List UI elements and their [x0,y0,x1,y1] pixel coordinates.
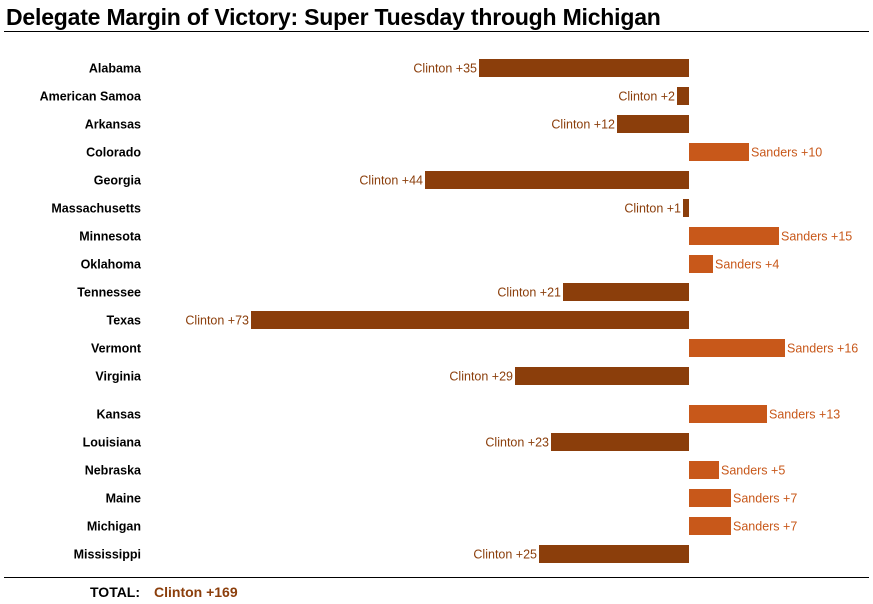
bar-tennessee [563,283,689,301]
bar-oklahoma [689,255,713,273]
bar-michigan [689,517,731,535]
state-label-massachusetts: Massachusetts [51,202,141,216]
state-label-kansas: Kansas [97,408,142,422]
data-label-mississippi: Clinton +25 [473,548,537,562]
state-label-alabama: Alabama [89,62,142,76]
bar-massachusetts [683,199,689,217]
state-label-tennessee: Tennessee [77,286,141,300]
data-label-georgia: Clinton +44 [359,174,423,188]
data-label-texas: Clinton +73 [185,314,249,328]
bar-maine [689,489,731,507]
bar-nebraska [689,461,719,479]
state-label-minnesota: Minnesota [79,230,142,244]
chart-title: Delegate Margin of Victory: Super Tuesda… [6,4,661,30]
bar-louisiana [551,433,689,451]
bar-minnesota [689,227,779,245]
state-label-nebraska: Nebraska [85,464,142,478]
total-divider [4,577,869,578]
bar-arkansas [617,115,689,133]
state-label-virginia: Virginia [95,370,142,384]
bar-mississippi [539,545,689,563]
state-label-american-samoa: American Samoa [40,90,142,104]
state-label-louisiana: Louisiana [83,436,142,450]
data-label-oklahoma: Sanders +4 [715,258,779,272]
bar-colorado [689,143,749,161]
data-label-alabama: Clinton +35 [413,62,477,76]
bar-chart: Alabama Clinton +35 American Samoa Clinton … [40,59,858,563]
state-label-colorado: Colorado [86,146,141,160]
state-label-georgia: Georgia [94,174,142,188]
data-label-maine: Sanders +7 [733,492,797,506]
bar-virginia [515,367,689,385]
state-label-mississippi: Mississippi [74,548,141,562]
state-label-arkansas: Arkansas [85,118,141,132]
bar-american-samoa [677,87,689,105]
data-label-michigan: Sanders +7 [733,520,797,534]
bar-georgia [425,171,689,189]
total-label: TOTAL: [90,584,141,600]
data-label-virginia: Clinton +29 [449,370,513,384]
state-label-oklahoma: Oklahoma [81,258,142,272]
data-label-minnesota: Sanders +15 [781,230,852,244]
title-divider [4,31,869,32]
bar-kansas [689,405,767,423]
bar-alabama [479,59,689,77]
data-label-colorado: Sanders +10 [751,146,822,160]
data-label-massachusetts: Clinton +1 [624,202,681,216]
bar-texas [251,311,689,329]
total-value: Clinton +169 [154,584,238,600]
state-label-vermont: Vermont [91,342,142,356]
data-label-nebraska: Sanders +5 [721,464,785,478]
data-label-arkansas: Clinton +12 [551,118,615,132]
state-label-michigan: Michigan [87,520,141,534]
state-label-texas: Texas [106,314,141,328]
data-label-kansas: Sanders +13 [769,408,840,422]
data-label-vermont: Sanders +16 [787,342,858,356]
data-label-american-samoa: Clinton +2 [618,90,675,104]
bar-vermont [689,339,785,357]
state-label-maine: Maine [106,492,141,506]
data-label-tennessee: Clinton +21 [497,286,561,300]
data-label-louisiana: Clinton +23 [485,436,549,450]
